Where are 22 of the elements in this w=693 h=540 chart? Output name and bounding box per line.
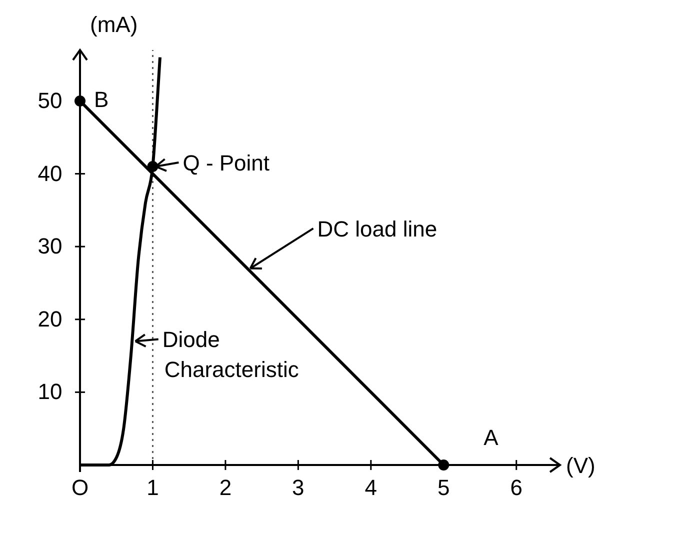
x-tick-label: 6 <box>510 475 522 500</box>
annotation: Q - Point <box>182 150 270 176</box>
x-axis-title: (V) <box>566 453 596 478</box>
y-axis-title: (mA) <box>90 12 138 37</box>
x-tick-label: 4 <box>364 475 378 500</box>
y-tick-label: 50 <box>38 88 62 113</box>
annotation: B <box>94 86 109 112</box>
point <box>147 160 158 172</box>
x-tick-label: 1 <box>146 475 159 500</box>
x-tick-label: 5 <box>438 475 450 500</box>
y-tick-label: 30 <box>38 234 62 259</box>
point <box>74 95 86 106</box>
point <box>438 460 450 470</box>
x-tick-label: 2 <box>219 475 232 500</box>
annotation: DC load line <box>317 216 438 242</box>
x-tick-label: 3 <box>292 475 304 500</box>
y-tick-label: 20 <box>38 306 62 332</box>
x-tick-label: O <box>71 475 89 500</box>
y-tick-label: 40 <box>38 160 62 186</box>
y-tick-label: 10 <box>38 379 62 404</box>
annotation: A <box>484 425 499 450</box>
annotation: Diode Characteristic <box>162 327 299 382</box>
